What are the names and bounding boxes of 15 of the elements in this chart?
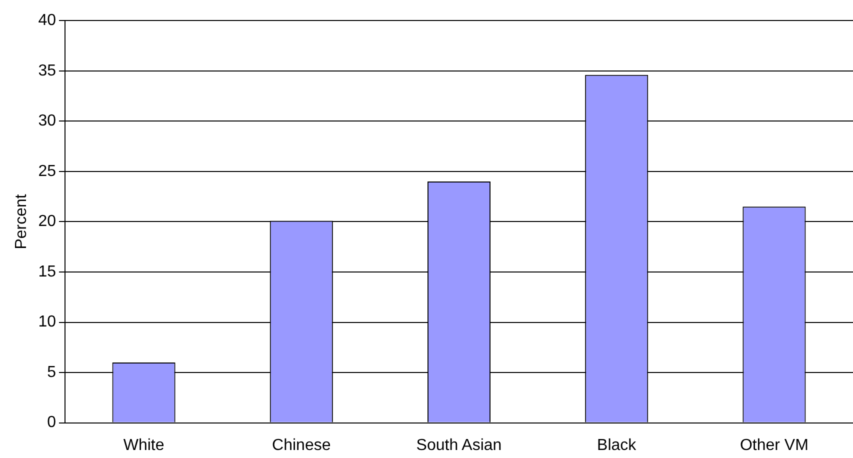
- x-tick-label: Chinese: [272, 436, 331, 454]
- y-axis-title: Percent: [13, 194, 30, 250]
- y-tick-label: 25: [38, 162, 56, 180]
- x-tick-label: South Asian: [416, 436, 502, 454]
- x-tick-label: Other VM: [740, 436, 808, 454]
- y-tick-label: 5: [47, 364, 56, 381]
- y-tick-label: 35: [38, 62, 56, 80]
- y-tick-label: 20: [38, 213, 56, 230]
- y-tick-label: 0: [47, 414, 56, 432]
- y-tick-label: 30: [38, 112, 56, 130]
- y-tick-label: 10: [38, 314, 56, 331]
- y-tick-label: 40: [38, 12, 56, 30]
- x-tick-label: Black: [597, 436, 638, 454]
- x-tick-label: White: [123, 436, 164, 454]
- y-tick-label: 15: [38, 263, 56, 280]
